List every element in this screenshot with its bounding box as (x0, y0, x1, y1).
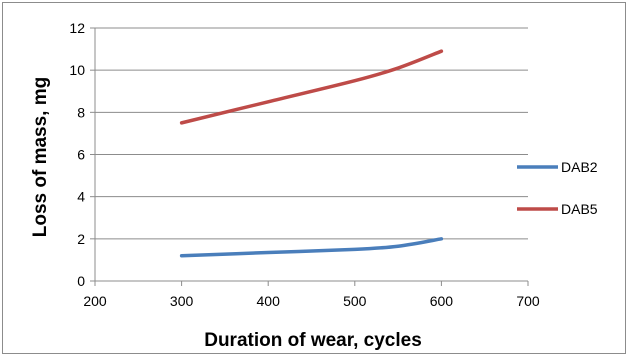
x-tick-label: 500 (343, 293, 367, 309)
chart-frame (2, 2, 626, 354)
y-tick-label: 2 (77, 231, 85, 247)
x-tick-label: 700 (516, 293, 540, 309)
legend: DAB2 DAB5 (517, 159, 598, 217)
y-tick-label: 12 (69, 20, 85, 36)
legend-label-dab5: DAB5 (561, 201, 598, 217)
x-tick-label: 200 (83, 293, 107, 309)
series-lines (179, 49, 444, 258)
series-line-dab2 (179, 237, 444, 258)
y-tick-label: 8 (77, 104, 85, 120)
y-tick-label: 4 (77, 189, 85, 205)
x-axis-title: Duration of wear, cycles (204, 330, 422, 351)
series-line-dab5 (179, 49, 444, 125)
legend-label-dab2: DAB2 (561, 159, 598, 175)
y-tick-label: 6 (77, 147, 85, 163)
axes (90, 27, 529, 286)
x-tick-labels: 200 300 400 500 600 700 (83, 293, 540, 309)
y-tick-labels: 0 2 4 6 8 10 12 (69, 20, 85, 289)
x-tick-label: 600 (430, 293, 454, 309)
y-axis-title: Loss of mass, mg (30, 77, 51, 238)
gridlines (95, 27, 528, 240)
y-tick-label: 0 (77, 273, 85, 289)
y-tick-label: 10 (69, 62, 85, 78)
x-tick-label: 400 (257, 293, 281, 309)
x-tick-label: 300 (170, 293, 194, 309)
